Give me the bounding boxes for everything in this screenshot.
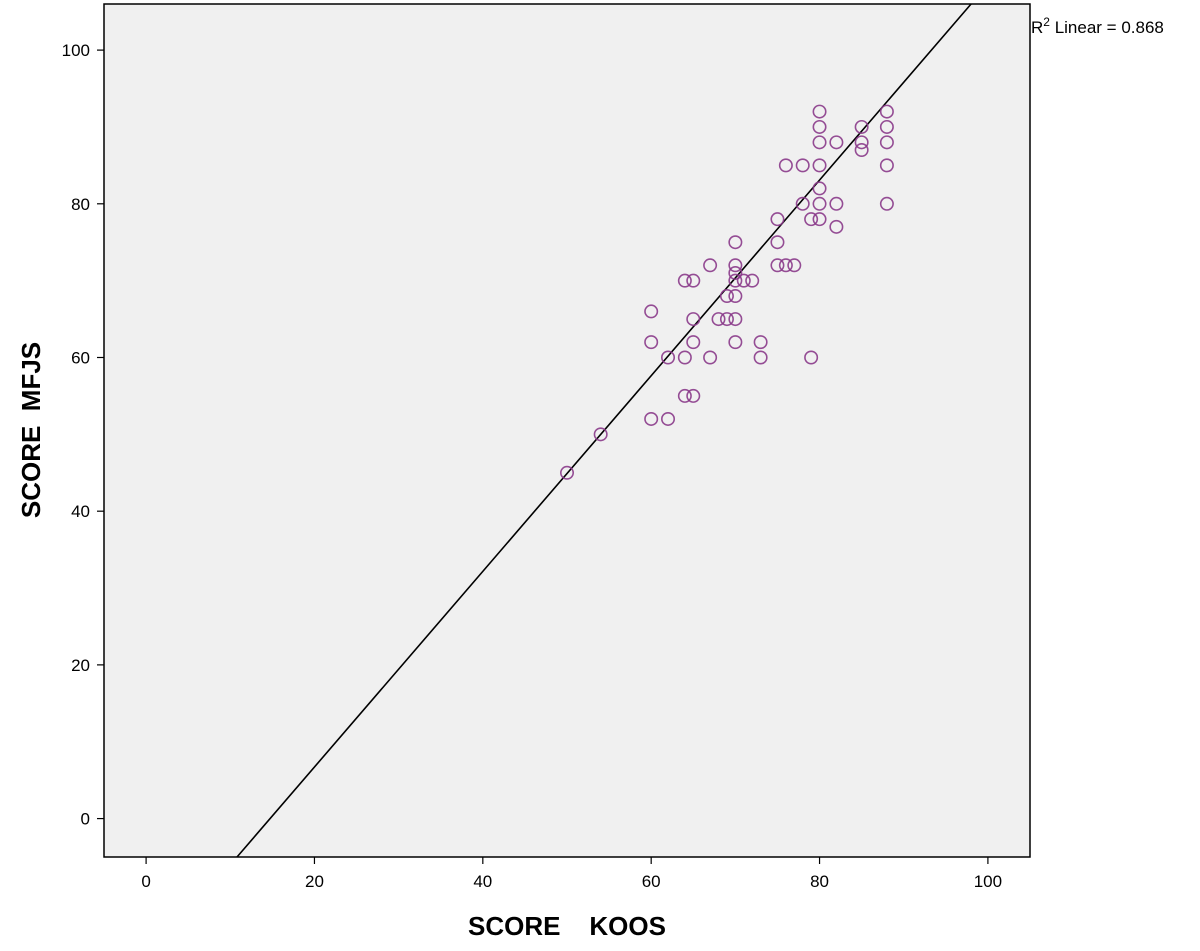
- regression-line: [236, 3, 972, 858]
- data-point: [854, 119, 869, 134]
- data-point: [770, 212, 785, 227]
- y-tick-label: 20: [71, 656, 90, 675]
- x-axis-title: SCORE KOOS: [468, 911, 666, 941]
- data-point: [854, 143, 869, 158]
- data-point: [728, 235, 743, 250]
- data-point: [804, 212, 819, 227]
- data-point: [812, 104, 827, 119]
- data-point: [753, 350, 768, 365]
- data-point: [728, 258, 743, 273]
- data-point: [829, 135, 844, 150]
- data-point: [728, 289, 743, 304]
- x-tick-label: 100: [974, 872, 1002, 891]
- y-axis: 0 20 40 60 80 100: [62, 41, 104, 829]
- x-tick-label: 60: [642, 872, 661, 891]
- data-point: [677, 388, 692, 403]
- x-tick-label: 40: [473, 872, 492, 891]
- data-point: [879, 135, 894, 150]
- y-axis-title: SCORE MFJS: [16, 342, 46, 518]
- data-point: [559, 465, 574, 480]
- y-tick-label: 60: [71, 348, 90, 367]
- data-point: [686, 388, 701, 403]
- data-point: [686, 312, 701, 327]
- data-point: [644, 335, 659, 350]
- y-tick-label: 0: [81, 810, 90, 829]
- data-point: [753, 335, 768, 350]
- r-squared-prefix: R: [1031, 18, 1043, 37]
- x-tick-label: 0: [141, 872, 150, 891]
- data-point: [644, 304, 659, 319]
- data-point: [778, 258, 793, 273]
- y-tick-label: 100: [62, 41, 90, 60]
- data-point: [854, 135, 869, 150]
- r-squared-annotation: R2 Linear = 0.868: [1031, 15, 1164, 37]
- data-point: [812, 212, 827, 227]
- x-axis: 0 20 40 60 80 100: [141, 857, 1002, 891]
- data-point: [719, 312, 734, 327]
- data-point: [812, 158, 827, 173]
- data-point: [812, 135, 827, 150]
- data-point: [728, 312, 743, 327]
- data-point: [745, 273, 760, 288]
- data-point: [829, 196, 844, 211]
- data-point: [804, 350, 819, 365]
- x-tick-label: 80: [810, 872, 829, 891]
- data-point: [812, 196, 827, 211]
- data-point: [719, 289, 734, 304]
- plot-area: [103, 3, 1031, 858]
- r-squared-text: Linear = 0.868: [1050, 18, 1164, 37]
- data-point: [644, 411, 659, 426]
- data-point: [703, 350, 718, 365]
- fit-line-layer: [236, 3, 972, 858]
- data-point: [879, 104, 894, 119]
- data-point: [728, 273, 743, 288]
- data-point: [770, 258, 785, 273]
- data-point: [686, 273, 701, 288]
- data-point: [711, 312, 726, 327]
- data-point: [879, 158, 894, 173]
- data-point: [677, 350, 692, 365]
- data-point: [787, 258, 802, 273]
- x-tick-label: 20: [305, 872, 324, 891]
- data-point: [812, 181, 827, 196]
- data-point: [728, 265, 743, 280]
- data-points: [559, 104, 894, 480]
- data-point: [879, 119, 894, 134]
- y-tick-label: 80: [71, 195, 90, 214]
- y-tick-label: 40: [71, 502, 90, 521]
- data-point: [879, 196, 894, 211]
- data-point: [770, 235, 785, 250]
- data-point: [736, 273, 751, 288]
- data-point: [703, 258, 718, 273]
- data-point: [778, 158, 793, 173]
- data-point: [795, 158, 810, 173]
- r-squared-superscript: 2: [1043, 15, 1050, 29]
- data-point: [812, 119, 827, 134]
- data-point: [795, 196, 810, 211]
- data-point: [829, 219, 844, 234]
- data-point: [661, 411, 676, 426]
- data-point: [728, 335, 743, 350]
- data-point: [593, 427, 608, 442]
- data-point: [661, 350, 676, 365]
- data-point: [677, 273, 692, 288]
- data-point: [686, 335, 701, 350]
